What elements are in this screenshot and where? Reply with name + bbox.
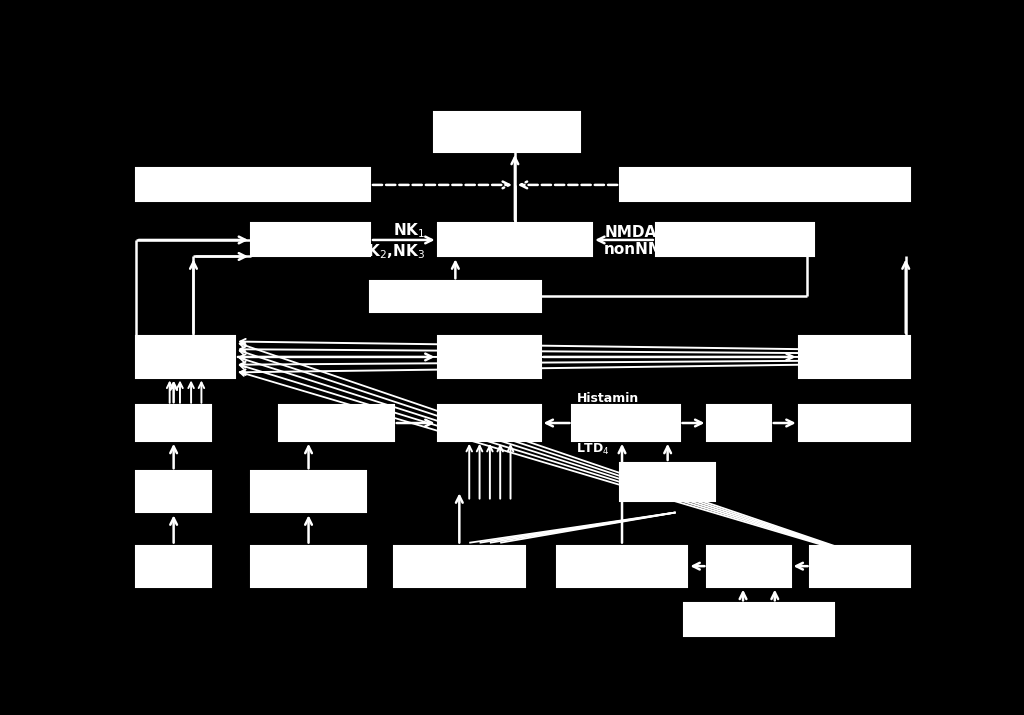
FancyBboxPatch shape: [437, 223, 592, 257]
FancyBboxPatch shape: [433, 112, 581, 152]
Text: NK$_1$
NK$_2$,NK$_3$: NK$_1$ NK$_2$,NK$_3$: [355, 221, 426, 261]
FancyBboxPatch shape: [708, 546, 791, 587]
FancyBboxPatch shape: [136, 336, 236, 378]
FancyBboxPatch shape: [370, 281, 541, 312]
FancyBboxPatch shape: [684, 603, 835, 636]
Text: NMDA
nonNMDA: NMDA nonNMDA: [604, 225, 688, 257]
FancyBboxPatch shape: [251, 223, 370, 257]
FancyBboxPatch shape: [251, 546, 367, 587]
FancyBboxPatch shape: [394, 546, 524, 587]
FancyBboxPatch shape: [655, 223, 814, 257]
FancyBboxPatch shape: [708, 405, 771, 441]
FancyBboxPatch shape: [437, 336, 541, 378]
FancyBboxPatch shape: [572, 405, 680, 441]
FancyBboxPatch shape: [811, 546, 909, 587]
FancyBboxPatch shape: [251, 471, 367, 513]
FancyBboxPatch shape: [279, 405, 394, 441]
FancyBboxPatch shape: [620, 168, 909, 202]
FancyBboxPatch shape: [620, 463, 715, 501]
FancyBboxPatch shape: [557, 546, 687, 587]
FancyBboxPatch shape: [136, 471, 211, 513]
FancyBboxPatch shape: [799, 336, 909, 378]
FancyBboxPatch shape: [136, 546, 211, 587]
FancyBboxPatch shape: [136, 168, 370, 202]
Text: Histamin
TxA$_2$
LTC$_4$
LTD$_4$: Histamin TxA$_2$ LTC$_4$ LTD$_4$: [577, 392, 639, 457]
FancyBboxPatch shape: [437, 405, 541, 441]
FancyBboxPatch shape: [799, 405, 909, 441]
FancyBboxPatch shape: [136, 405, 211, 441]
